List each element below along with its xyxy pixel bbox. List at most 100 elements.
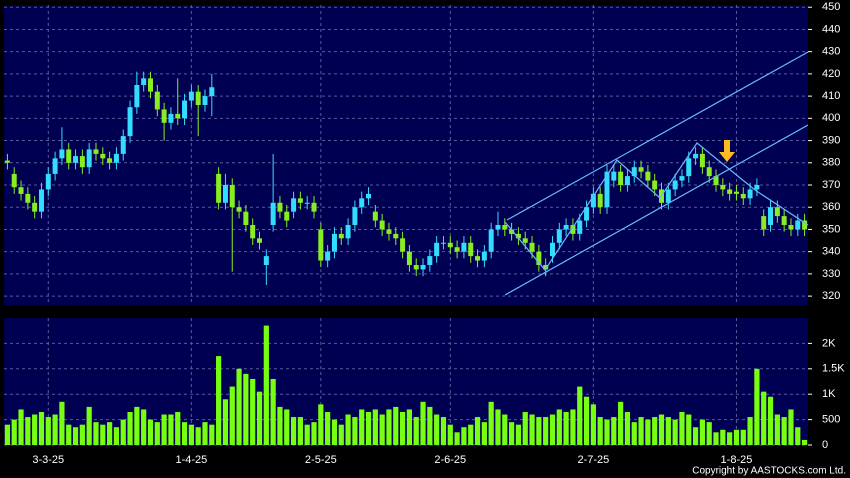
volume-bar [645, 419, 651, 445]
volume-bar [679, 411, 685, 445]
candle-body [379, 220, 385, 230]
candle-body [427, 256, 433, 265]
volume-bar [420, 401, 426, 445]
candle-body [59, 149, 65, 159]
volume-bar [52, 414, 58, 445]
volume-bar [570, 409, 576, 445]
candle-body [175, 113, 181, 119]
volume-bar [38, 411, 45, 445]
candle-body [263, 256, 269, 265]
volume-bar [277, 406, 283, 445]
candle-body [768, 207, 774, 225]
volume-bar [25, 417, 31, 445]
y-tick-label: 1K [822, 388, 836, 400]
candle-body [754, 185, 760, 190]
candle-body [18, 187, 24, 194]
y-tick-label: 0 [822, 439, 828, 451]
volume-bar [359, 409, 365, 445]
volume-bar [440, 417, 447, 445]
grid-layer [4, 5, 812, 446]
volume-bar [120, 419, 126, 445]
candle-body [393, 233, 399, 239]
volume-bar [406, 409, 413, 445]
candle-body [686, 158, 692, 177]
y-tick-label: 420 [822, 68, 840, 80]
volume-bar [604, 419, 610, 445]
volume-bar [658, 414, 665, 445]
volume-bar [345, 414, 351, 445]
candle-body [549, 242, 555, 257]
candle-body [706, 167, 712, 177]
candle-body [4, 160, 10, 163]
candle-body [638, 167, 644, 172]
volume-bar [454, 432, 460, 445]
volume-bar [413, 417, 419, 445]
volume-bar [243, 373, 249, 445]
candle-body [400, 238, 406, 252]
candle-body [318, 229, 324, 261]
candle-body [277, 202, 283, 212]
y-tick-label: 390 [822, 134, 840, 146]
copyright: Copyright by AASTOCKS.com Ltd. [692, 466, 846, 477]
volume-bar [672, 419, 678, 445]
volume-bar [161, 414, 167, 445]
candle-body [386, 229, 392, 234]
volume-bar [761, 391, 767, 445]
x-tick-label: 2-7-25 [577, 454, 609, 466]
volume-bar [781, 417, 787, 445]
volume-bar [311, 422, 317, 445]
candle-body [366, 193, 372, 199]
candle-body [665, 189, 671, 203]
volume-bar [93, 422, 99, 445]
candle-body [25, 193, 31, 203]
y-tick-label: 330 [822, 268, 840, 280]
volume-bar [270, 378, 276, 445]
volume-bar [256, 391, 263, 445]
candle-body [52, 158, 58, 174]
volume-bar [754, 368, 760, 445]
candle-body [331, 233, 337, 252]
volume-bar [434, 414, 440, 445]
volume-bar [686, 414, 692, 445]
candle-body [188, 91, 194, 101]
volume-bar [338, 424, 344, 445]
candle-body [570, 225, 576, 234]
volume-bar [611, 417, 617, 445]
y-tick-label: 320 [822, 290, 840, 302]
mark-layer [4, 71, 808, 445]
y-tick-label: 500 [822, 414, 840, 426]
candle-body [257, 238, 263, 243]
volume-bar [774, 414, 780, 445]
candle-body [713, 176, 719, 185]
candle-body [645, 171, 651, 181]
volume-bar [393, 406, 399, 445]
candle-body [488, 229, 494, 252]
y-tick-label: 1.5K [822, 363, 845, 375]
candle-body [86, 149, 92, 168]
volume-bar [522, 411, 528, 445]
volume-bar [141, 409, 147, 445]
candle-body [66, 149, 72, 163]
volume-bar [427, 406, 433, 445]
volume-bar [181, 422, 188, 445]
candle-body [284, 211, 290, 221]
candle-body [672, 180, 678, 190]
candle-body [420, 265, 426, 270]
volume-bar [297, 417, 303, 445]
candle-body [440, 242, 446, 244]
volume-bar [107, 422, 113, 445]
candle-body [434, 242, 440, 257]
volume-bar [66, 424, 72, 445]
volume-bar [590, 404, 596, 445]
volume-bar [4, 424, 11, 445]
candle-body [93, 149, 99, 154]
volume-bar [727, 432, 733, 445]
candle-body [107, 158, 113, 163]
volume-bar [543, 417, 549, 445]
volume-bar [706, 422, 712, 445]
volume-bar [788, 409, 794, 445]
candle-body [154, 91, 160, 110]
